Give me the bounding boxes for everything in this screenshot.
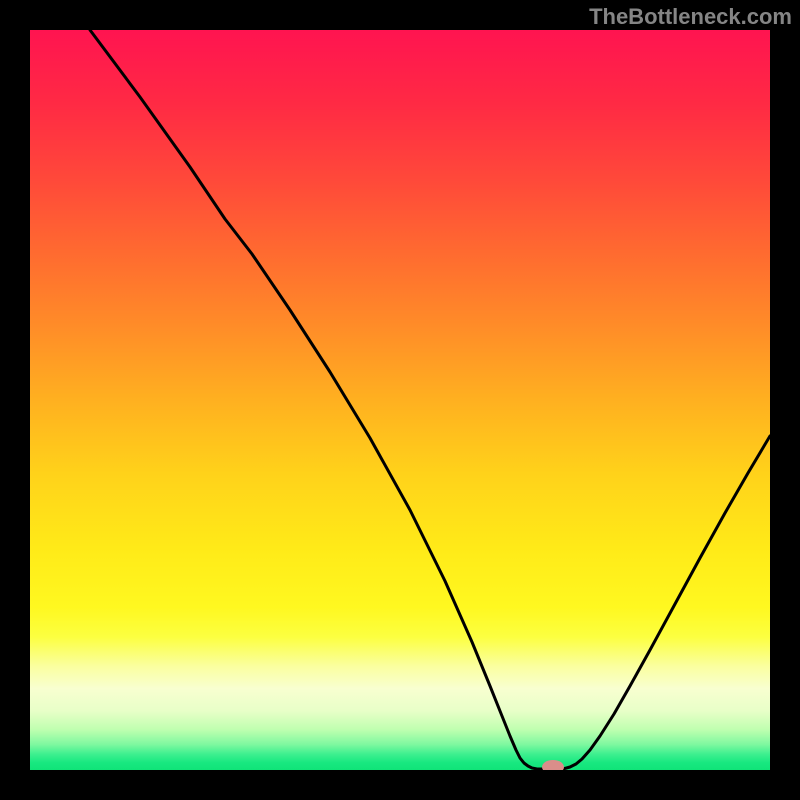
chart-container: TheBottleneck.com <box>0 0 800 800</box>
minimum-marker <box>542 760 564 770</box>
plot-area <box>30 30 770 770</box>
watermark-text: TheBottleneck.com <box>589 4 792 30</box>
bottleneck-curve <box>90 30 770 769</box>
curve-overlay <box>30 30 770 770</box>
